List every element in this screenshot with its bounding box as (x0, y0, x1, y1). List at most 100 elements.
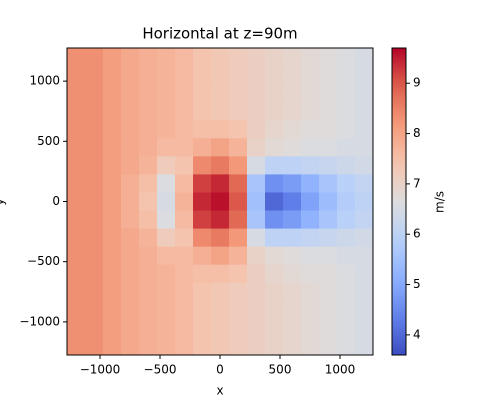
heat-cell (121, 300, 140, 320)
y-tick-label: 1000 (29, 74, 60, 88)
heat-cell (157, 282, 176, 302)
heat-cell (85, 156, 104, 176)
heat-cell (355, 318, 373, 338)
colorbar-tick-label: 6 (413, 227, 421, 241)
heat-cell (103, 336, 122, 355)
colorbar-tick-label: 9 (413, 76, 421, 90)
heat-cell (247, 138, 266, 157)
heat-cell (247, 228, 266, 248)
heat-cell (139, 138, 158, 157)
heat-cell (175, 66, 194, 85)
heat-cell (229, 120, 248, 139)
heat-cell (283, 228, 302, 248)
heat-cell (337, 102, 356, 121)
heat-cell (355, 264, 373, 284)
heat-cell (139, 228, 158, 248)
heat-cell (193, 300, 212, 320)
heat-cell (103, 102, 122, 121)
heat-cell (319, 264, 338, 284)
heat-cell (67, 282, 86, 302)
heat-cell (67, 48, 86, 67)
heat-cell (283, 48, 302, 67)
heat-cell (355, 120, 373, 139)
heat-cell (175, 192, 194, 212)
heat-cell (229, 48, 248, 67)
heat-cell (139, 282, 158, 302)
heat-cell (175, 48, 194, 67)
heat-cell (337, 48, 356, 67)
heat-cell (139, 120, 158, 139)
heat-cell (193, 336, 212, 355)
heat-cell (211, 156, 230, 176)
heat-cell (103, 318, 122, 338)
heat-cell (67, 192, 86, 212)
heat-cell (157, 138, 176, 157)
heat-cell (247, 210, 266, 230)
heat-cell (157, 318, 176, 338)
heat-cell (211, 228, 230, 248)
heat-cell (265, 246, 284, 266)
colorbar-tick-label: 4 (413, 327, 421, 341)
heat-cell (103, 192, 122, 212)
heat-cell (175, 318, 194, 338)
heat-cell (139, 174, 158, 194)
heat-cell (211, 192, 230, 212)
heat-cell (319, 120, 338, 139)
heat-cell (337, 84, 356, 103)
heat-cell (355, 102, 373, 121)
heat-cell (301, 174, 320, 194)
heat-cell (103, 48, 122, 67)
heat-cell (229, 228, 248, 248)
heat-cell (301, 138, 320, 157)
heat-cell (283, 282, 302, 302)
heat-cell (157, 66, 176, 85)
heat-cell (247, 174, 266, 194)
heat-cell (319, 300, 338, 320)
heat-cell (157, 228, 176, 248)
heat-cell (157, 264, 176, 284)
heat-cell (67, 318, 86, 338)
heat-cell (229, 282, 248, 302)
heat-cell (265, 120, 284, 139)
heat-cell (175, 246, 194, 266)
heat-cell (85, 48, 104, 67)
heat-cell (265, 66, 284, 85)
heat-cell (103, 264, 122, 284)
heat-cell (319, 318, 338, 338)
heat-cell (103, 282, 122, 302)
heat-cell (247, 192, 266, 212)
heat-cell (157, 300, 176, 320)
heat-cell (355, 336, 373, 355)
heat-cell (283, 102, 302, 121)
heat-cell (175, 282, 194, 302)
heat-cell (283, 264, 302, 284)
heat-cell (103, 66, 122, 85)
heat-cell (319, 282, 338, 302)
heat-cell (211, 66, 230, 85)
heat-cell (193, 264, 212, 284)
heat-cell (121, 102, 140, 121)
heat-cell (229, 156, 248, 176)
heat-cell (175, 336, 194, 355)
heat-cell (283, 174, 302, 194)
heat-cell (355, 66, 373, 85)
heat-cell (157, 102, 176, 121)
heat-cell (139, 246, 158, 266)
heat-cell (193, 228, 212, 248)
heat-cell (175, 102, 194, 121)
heat-cell (139, 300, 158, 320)
heat-cell (247, 156, 266, 176)
heat-cell (229, 174, 248, 194)
heat-cell (139, 264, 158, 284)
heat-cell (193, 210, 212, 230)
heat-cell (265, 48, 284, 67)
heat-cell (85, 174, 104, 194)
heat-cell (355, 246, 373, 266)
heat-cell (85, 336, 104, 355)
heat-cell (319, 192, 338, 212)
heat-cell (175, 264, 194, 284)
heat-cell (265, 210, 284, 230)
heat-cell (67, 246, 86, 266)
heat-cell (301, 102, 320, 121)
heat-cell (337, 174, 356, 194)
